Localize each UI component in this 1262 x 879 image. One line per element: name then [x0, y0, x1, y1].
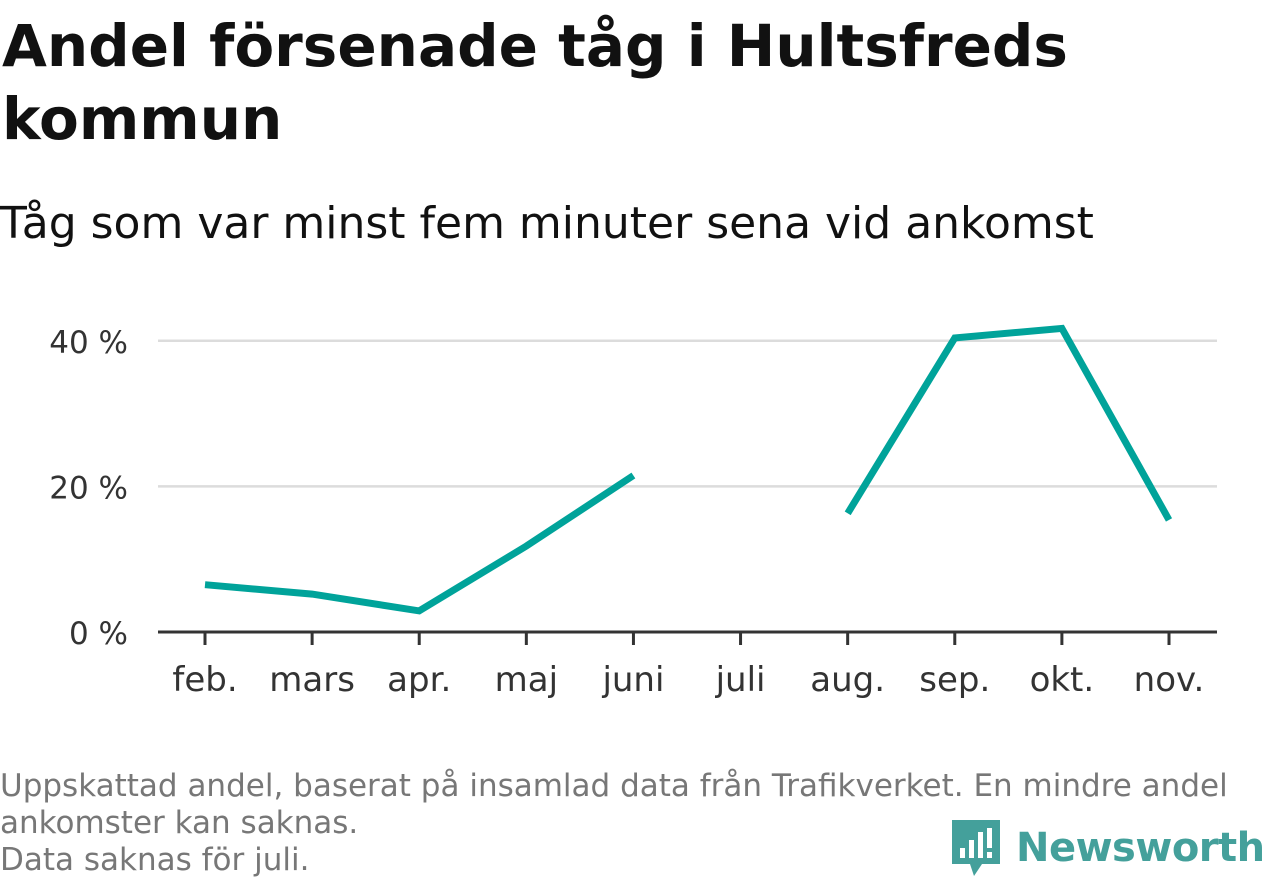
- line-chart: 0 % 20 % 40 % feb. mars apr. maj juni juli aug. s…: [49, 324, 1217, 700]
- x-tick-label: nov.: [1134, 660, 1205, 700]
- y-tick-label: 0 %: [69, 616, 128, 652]
- x-tick-label: maj: [495, 660, 558, 700]
- x-tick-label: juli: [715, 660, 766, 700]
- x-tick-label: apr.: [387, 660, 451, 700]
- footnote-line-2: ankomster kan saknas.: [0, 805, 359, 841]
- footnote-line-3: Data saknas för juli.: [0, 842, 310, 878]
- series-line-segment: [204, 472, 636, 615]
- newsworthy-logo-icon: [952, 820, 1000, 876]
- chart-subtitle: Tåg som var minst fem minuter sena vid a…: [0, 198, 1094, 249]
- series-lines: [204, 324, 1173, 615]
- series-line-segment: [844, 324, 1173, 522]
- chart-title: Andel försenade tåg i Hultsfreds kommun: [2, 12, 1068, 153]
- brand-name: Newsworthy: [1016, 825, 1262, 871]
- grid-lines: [158, 339, 1217, 488]
- y-tick-label: 20 %: [49, 470, 128, 506]
- y-tick-labels: 0 % 20 % 40 %: [49, 325, 128, 652]
- x-tick-label: okt.: [1030, 660, 1095, 700]
- x-tick-label: sep.: [919, 660, 990, 700]
- x-tick-label: mars: [269, 660, 355, 700]
- footnote-line-1: Uppskattad andel, baserat på insamlad da…: [0, 768, 1228, 804]
- y-tick-label: 40 %: [49, 325, 128, 361]
- x-axis: [158, 630, 1217, 645]
- brand-logo: Newsworthy: [950, 818, 1262, 878]
- x-tick-label: aug.: [810, 660, 885, 700]
- footnote: Uppskattad andel, baserat på insamlad da…: [0, 768, 1250, 879]
- x-tick-labels: feb. mars apr. maj juni juli aug. sep. okt. nov.: [172, 660, 1204, 700]
- x-tick-label: feb.: [172, 660, 237, 700]
- x-tick-label: juni: [601, 660, 664, 700]
